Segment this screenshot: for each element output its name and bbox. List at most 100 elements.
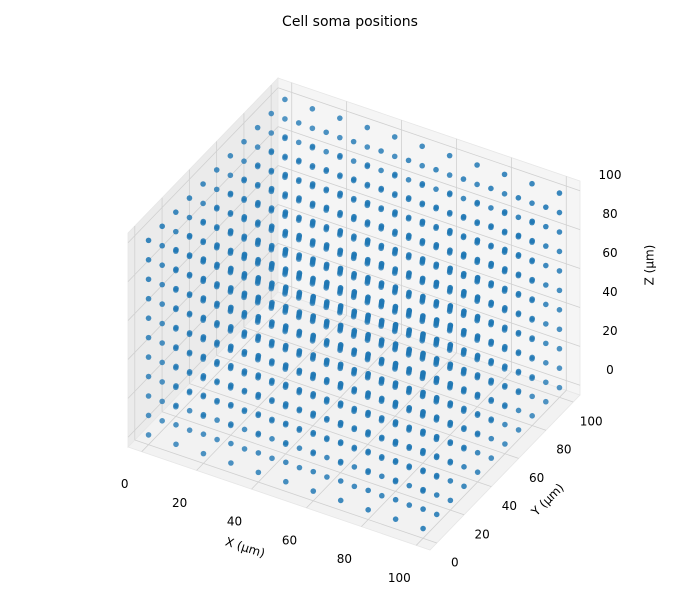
point bbox=[529, 296, 535, 302]
point bbox=[268, 205, 275, 211]
point bbox=[502, 324, 508, 331]
point bbox=[433, 356, 440, 362]
point bbox=[351, 270, 357, 277]
point bbox=[310, 275, 316, 282]
point bbox=[502, 246, 508, 253]
point bbox=[241, 233, 248, 240]
point bbox=[324, 396, 330, 402]
point bbox=[255, 391, 262, 398]
point bbox=[474, 274, 481, 281]
point bbox=[447, 303, 454, 309]
point bbox=[337, 228, 344, 234]
point bbox=[283, 362, 289, 368]
point bbox=[324, 338, 330, 344]
point bbox=[556, 287, 563, 294]
point bbox=[228, 460, 234, 466]
point bbox=[228, 401, 234, 408]
point bbox=[529, 218, 535, 225]
point bbox=[241, 387, 248, 394]
point bbox=[501, 191, 508, 197]
point bbox=[447, 361, 454, 367]
point bbox=[310, 468, 317, 475]
point bbox=[145, 412, 152, 419]
point bbox=[324, 435, 330, 441]
grid-line bbox=[277, 204, 581, 308]
point bbox=[392, 266, 399, 272]
point bbox=[488, 319, 495, 325]
point bbox=[474, 430, 481, 437]
point bbox=[200, 392, 207, 399]
point bbox=[488, 280, 495, 286]
point bbox=[502, 266, 508, 272]
point bbox=[269, 416, 275, 423]
point bbox=[406, 270, 412, 276]
point bbox=[556, 345, 563, 352]
point bbox=[159, 379, 165, 385]
point bbox=[379, 492, 385, 499]
grid-line bbox=[361, 371, 512, 527]
point bbox=[392, 303, 399, 310]
point bbox=[337, 190, 343, 197]
point bbox=[392, 399, 399, 406]
point bbox=[173, 209, 179, 215]
point bbox=[365, 256, 371, 263]
point bbox=[392, 284, 399, 290]
point bbox=[296, 309, 303, 315]
point bbox=[365, 429, 371, 435]
point bbox=[283, 440, 289, 446]
point bbox=[502, 382, 508, 389]
point bbox=[406, 502, 413, 508]
point bbox=[296, 289, 303, 296]
point bbox=[392, 171, 398, 178]
point bbox=[351, 308, 358, 315]
point bbox=[502, 285, 508, 292]
point bbox=[310, 429, 317, 436]
point bbox=[296, 387, 303, 393]
point bbox=[296, 270, 303, 276]
point bbox=[186, 214, 193, 221]
point bbox=[268, 148, 275, 154]
point bbox=[227, 190, 234, 197]
point bbox=[337, 285, 344, 291]
point bbox=[488, 242, 494, 249]
point bbox=[364, 199, 371, 206]
point bbox=[214, 320, 220, 326]
point bbox=[200, 314, 207, 321]
point bbox=[296, 406, 303, 413]
point bbox=[543, 204, 549, 210]
point bbox=[145, 432, 152, 438]
point bbox=[419, 238, 426, 244]
point bbox=[337, 419, 344, 426]
point bbox=[406, 289, 412, 296]
point bbox=[255, 469, 262, 476]
point bbox=[337, 265, 344, 272]
point bbox=[324, 357, 330, 364]
point bbox=[515, 329, 522, 336]
point bbox=[556, 365, 563, 371]
point bbox=[255, 237, 261, 244]
point bbox=[255, 256, 261, 263]
grid-line bbox=[161, 411, 465, 516]
point bbox=[378, 205, 385, 211]
point bbox=[310, 391, 317, 397]
point bbox=[461, 405, 467, 412]
point bbox=[460, 213, 467, 220]
point bbox=[255, 430, 262, 437]
point bbox=[365, 331, 371, 338]
point bbox=[406, 385, 413, 392]
point bbox=[420, 293, 426, 300]
point bbox=[461, 386, 467, 392]
point bbox=[543, 379, 549, 386]
point bbox=[433, 453, 440, 459]
point bbox=[173, 285, 179, 292]
point bbox=[543, 398, 549, 405]
point bbox=[295, 139, 302, 146]
point bbox=[324, 318, 330, 325]
point bbox=[529, 257, 535, 263]
grid-line bbox=[189, 383, 492, 487]
x-axis-label: X (μm) bbox=[224, 535, 267, 561]
point bbox=[283, 459, 289, 466]
point bbox=[214, 417, 220, 423]
point bbox=[173, 324, 179, 331]
point bbox=[474, 181, 480, 188]
